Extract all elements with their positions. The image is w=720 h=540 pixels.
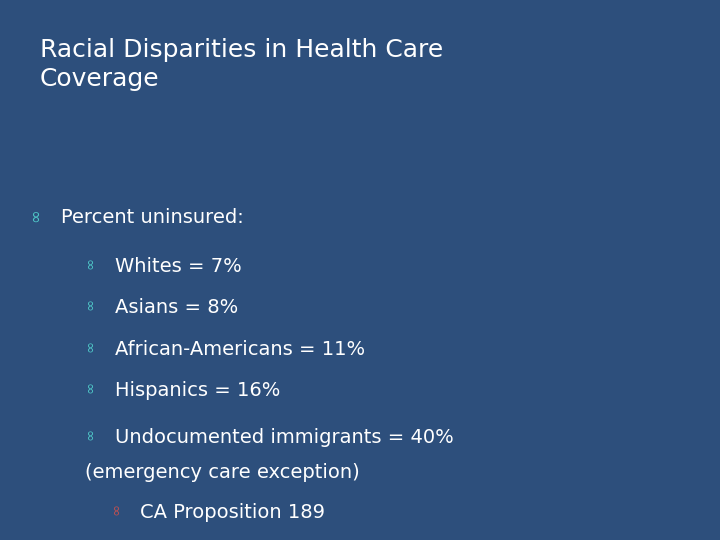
Text: Racial Disparities in Health Care
Coverage: Racial Disparities in Health Care Covera… — [40, 38, 443, 91]
Text: ∞: ∞ — [27, 208, 45, 221]
Text: ∞: ∞ — [83, 298, 98, 310]
Text: (emergency care exception): (emergency care exception) — [85, 463, 360, 482]
Text: Hispanics = 16%: Hispanics = 16% — [115, 381, 281, 400]
Text: Asians = 8%: Asians = 8% — [115, 298, 238, 317]
Text: CA Proposition 189: CA Proposition 189 — [140, 503, 325, 522]
Text: Whites = 7%: Whites = 7% — [115, 256, 242, 275]
Text: ∞: ∞ — [83, 256, 98, 268]
Text: Percent uninsured:: Percent uninsured: — [61, 208, 244, 227]
Text: African-Americans = 11%: African-Americans = 11% — [115, 340, 365, 359]
Text: ∞: ∞ — [108, 503, 123, 515]
Text: ∞: ∞ — [83, 340, 98, 352]
Text: Undocumented immigrants = 40%: Undocumented immigrants = 40% — [115, 428, 454, 447]
Text: ∞: ∞ — [83, 428, 98, 440]
Text: ∞: ∞ — [83, 381, 98, 393]
